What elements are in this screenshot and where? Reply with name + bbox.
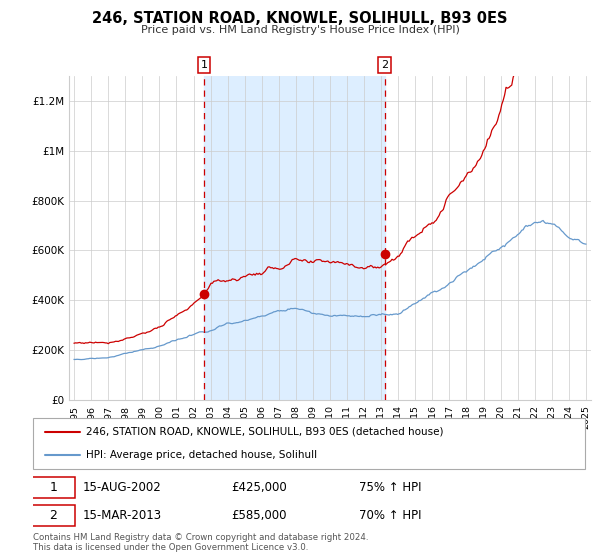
Text: 75% ↑ HPI: 75% ↑ HPI	[359, 481, 421, 494]
FancyBboxPatch shape	[32, 505, 75, 526]
Text: 246, STATION ROAD, KNOWLE, SOLIHULL, B93 0ES: 246, STATION ROAD, KNOWLE, SOLIHULL, B93…	[92, 11, 508, 26]
Text: 246, STATION ROAD, KNOWLE, SOLIHULL, B93 0ES (detached house): 246, STATION ROAD, KNOWLE, SOLIHULL, B93…	[86, 427, 443, 437]
Text: 1: 1	[49, 481, 58, 494]
Text: Contains HM Land Registry data © Crown copyright and database right 2024.: Contains HM Land Registry data © Crown c…	[33, 533, 368, 542]
Text: 15-MAR-2013: 15-MAR-2013	[83, 509, 162, 522]
FancyBboxPatch shape	[33, 418, 585, 469]
FancyBboxPatch shape	[32, 477, 75, 498]
Text: £425,000: £425,000	[232, 481, 287, 494]
Text: 2: 2	[49, 509, 58, 522]
Text: 2: 2	[381, 60, 388, 70]
Bar	[204, 76, 385, 400]
Text: 15-AUG-2002: 15-AUG-2002	[83, 481, 161, 494]
Text: £585,000: £585,000	[232, 509, 287, 522]
Text: This data is licensed under the Open Government Licence v3.0.: This data is licensed under the Open Gov…	[33, 543, 308, 552]
Text: 70% ↑ HPI: 70% ↑ HPI	[359, 509, 421, 522]
Text: 1: 1	[200, 60, 208, 70]
Text: Price paid vs. HM Land Registry's House Price Index (HPI): Price paid vs. HM Land Registry's House …	[140, 25, 460, 35]
Text: HPI: Average price, detached house, Solihull: HPI: Average price, detached house, Soli…	[86, 450, 317, 460]
